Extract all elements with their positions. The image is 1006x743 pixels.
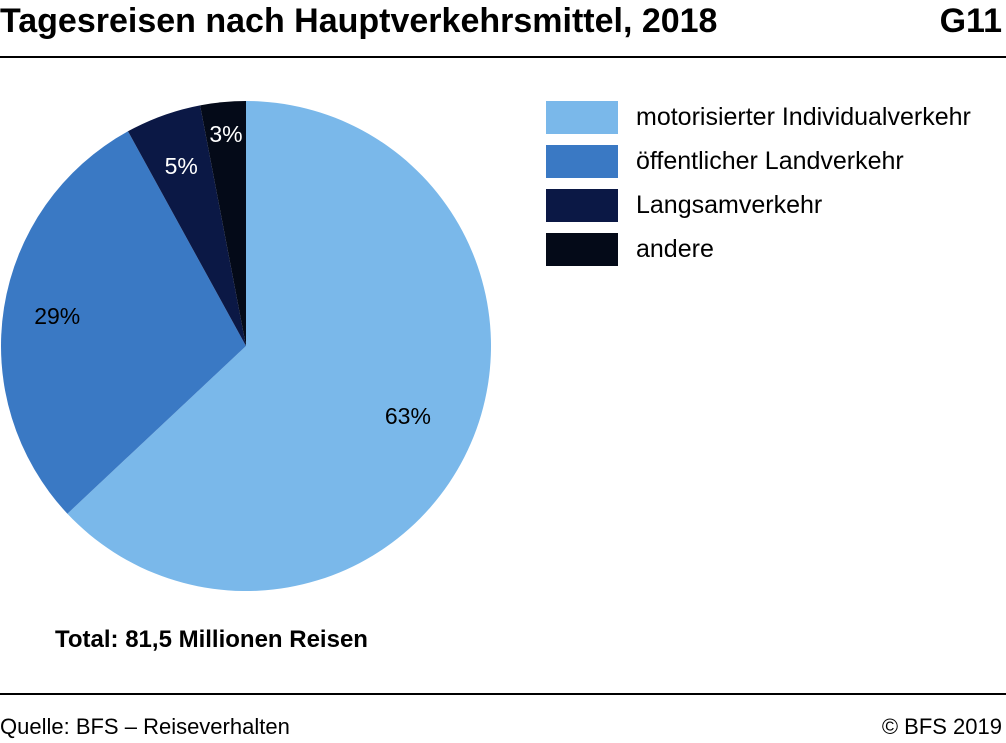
top-divider [0, 56, 1006, 58]
chart-code: G11 [939, 2, 1002, 40]
copyright-note: © BFS 2019 [881, 714, 1002, 739]
chart-title: Tagesreisen nach Hauptverkehrsmittel, 20… [0, 2, 718, 40]
pie-slice-4 [200, 101, 246, 346]
pie-slice-2 [0, 131, 247, 514]
legend-label: Langsamverkehr [636, 190, 823, 219]
legend-item-langsamverkehr: Langsamverkehr [546, 188, 971, 222]
legend-swatch [546, 232, 618, 266]
pie-slice-label-2: 29% [34, 303, 80, 329]
total-note: Total: 81,5 Millionen Reisen [55, 626, 368, 653]
legend-swatch [546, 188, 618, 222]
pie-slice-label-1: 63% [385, 403, 431, 429]
pie-slice-3 [127, 105, 246, 346]
legend-item-andere: andere [546, 232, 971, 266]
source-note: Quelle: BFS – Reiseverhalten [0, 714, 290, 739]
legend-label: motorisierter Individualverkehr [636, 102, 971, 131]
pie-chart: 63% 29% 5% 3% [0, 101, 491, 591]
pie-slice-label-3: 5% [165, 153, 198, 179]
legend-label: öffentlicher Landverkehr [636, 146, 904, 175]
legend-item-oev: öffentlicher Landverkehr [546, 144, 971, 178]
legend-label: andere [636, 234, 714, 263]
pie-slice-label-4: 3% [209, 121, 242, 147]
legend-swatch [546, 100, 618, 134]
legend: motorisierter Individualverkehr öffentli… [546, 100, 971, 276]
bottom-divider [0, 693, 1006, 695]
legend-item-miv: motorisierter Individualverkehr [546, 100, 971, 134]
pie-slice-1 [67, 101, 491, 591]
legend-swatch [546, 144, 618, 178]
